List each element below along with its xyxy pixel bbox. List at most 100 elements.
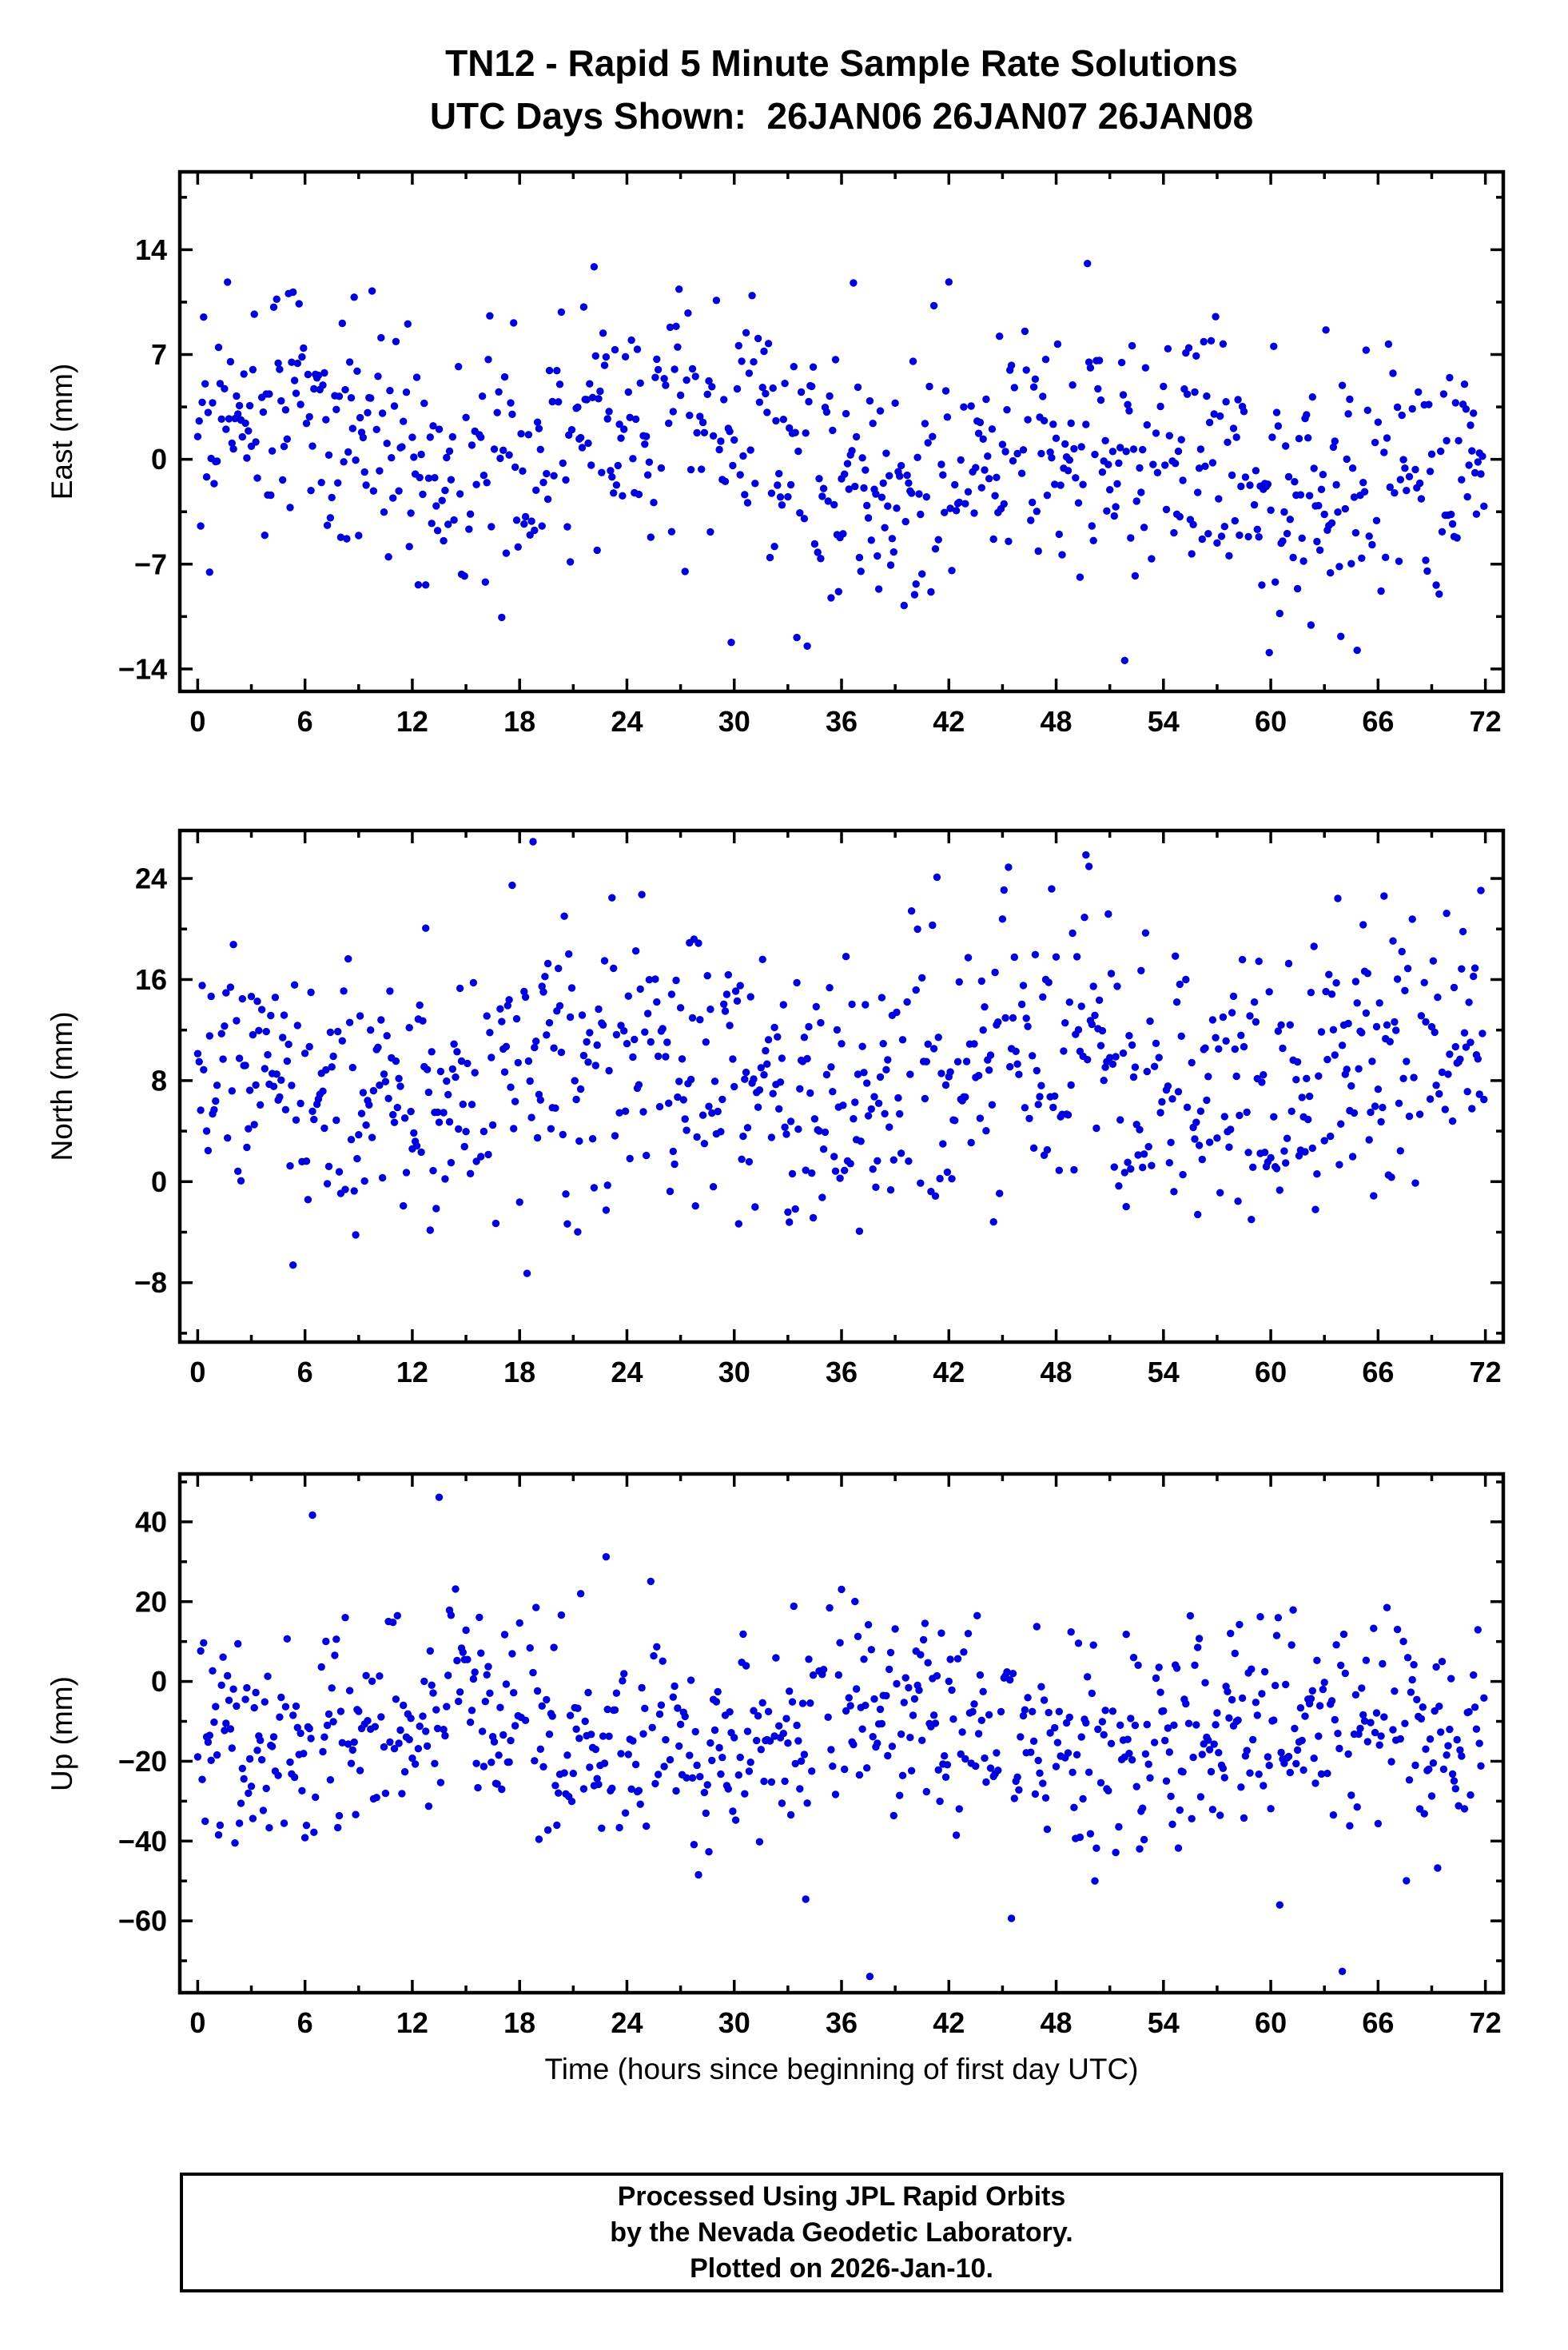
data-point — [991, 968, 999, 977]
data-point — [283, 1057, 291, 1065]
data-point — [1389, 1726, 1397, 1734]
data-point — [663, 1038, 671, 1046]
data-point — [414, 581, 423, 589]
data-point — [869, 420, 877, 428]
data-point — [915, 490, 923, 498]
data-point — [352, 1810, 360, 1818]
data-point — [1108, 1060, 1117, 1069]
data-point — [1472, 510, 1481, 518]
data-point — [1344, 1019, 1352, 1028]
data-point — [395, 1739, 403, 1747]
scatter-points — [193, 1493, 1488, 1981]
x-tick-label: 48 — [1041, 1356, 1073, 1388]
data-point — [860, 1655, 868, 1663]
data-point — [958, 1728, 966, 1736]
data-point — [1076, 1833, 1084, 1842]
x-tick-label: 12 — [396, 2006, 428, 2039]
data-point — [786, 1810, 795, 1819]
data-point — [1212, 1721, 1220, 1729]
data-point — [1195, 464, 1204, 472]
data-point — [1371, 1728, 1379, 1737]
data-point — [857, 568, 865, 576]
data-point — [1184, 344, 1193, 352]
data-point — [560, 1769, 568, 1777]
data-point — [889, 1156, 898, 1164]
data-point — [574, 1704, 582, 1712]
data-point — [1420, 978, 1428, 987]
data-point — [1446, 373, 1454, 382]
data-point — [243, 1143, 251, 1152]
data-point — [389, 494, 397, 502]
data-point — [1398, 947, 1406, 956]
data-point — [235, 1054, 244, 1062]
data-point — [896, 472, 904, 480]
data-point — [1201, 462, 1209, 470]
data-point — [305, 1042, 313, 1051]
data-point — [1408, 915, 1416, 923]
data-point — [390, 1118, 399, 1126]
data-point — [1029, 1737, 1038, 1745]
data-point — [1363, 970, 1372, 978]
data-point — [1275, 609, 1284, 618]
data-point — [784, 492, 792, 501]
data-point — [1270, 1113, 1278, 1121]
data-point — [1405, 472, 1414, 480]
x-tick-label: 72 — [1470, 1356, 1502, 1388]
data-point — [1403, 965, 1412, 973]
data-point — [897, 461, 905, 470]
data-point — [1372, 516, 1381, 524]
data-point — [205, 568, 213, 576]
data-point — [1334, 508, 1342, 516]
data-point — [666, 1187, 675, 1196]
data-point — [703, 972, 711, 980]
data-point — [635, 1786, 643, 1794]
data-point — [831, 356, 840, 364]
data-point — [193, 1050, 202, 1058]
data-point — [862, 1701, 870, 1710]
data-point — [1313, 537, 1321, 546]
data-point — [967, 1138, 975, 1147]
data-point — [1395, 1099, 1403, 1108]
data-point — [874, 1739, 882, 1747]
data-point — [905, 1157, 913, 1165]
data-point — [464, 1655, 472, 1663]
data-point — [829, 1762, 837, 1770]
data-point — [408, 433, 416, 441]
data-point — [1224, 438, 1232, 446]
data-point — [1021, 327, 1029, 336]
data-point — [1041, 1794, 1050, 1802]
data-point — [1017, 1000, 1026, 1009]
data-point — [579, 1051, 588, 1060]
data-point — [1401, 464, 1409, 472]
data-point — [829, 1088, 837, 1096]
data-point — [495, 1751, 503, 1759]
data-point — [1084, 1673, 1092, 1681]
data-point — [718, 1095, 726, 1104]
data-point — [960, 403, 968, 411]
data-point — [702, 1809, 710, 1818]
data-point — [1304, 434, 1312, 442]
data-point — [806, 1699, 814, 1707]
data-point — [599, 329, 607, 337]
data-point — [541, 973, 549, 981]
data-point — [1189, 1753, 1197, 1762]
data-point — [745, 369, 754, 377]
data-point — [359, 1089, 368, 1097]
data-point — [1158, 1097, 1166, 1106]
data-point — [1444, 1070, 1452, 1078]
data-point — [572, 1095, 580, 1104]
data-point — [653, 355, 661, 364]
data-point — [293, 1022, 301, 1030]
data-point — [441, 486, 449, 495]
data-point — [946, 1068, 954, 1076]
data-point — [210, 480, 218, 488]
data-point — [481, 1698, 489, 1706]
x-tick-label: 18 — [503, 1356, 535, 1388]
data-point — [1010, 384, 1019, 392]
data-point — [510, 319, 518, 327]
data-point — [1371, 438, 1379, 447]
data-point — [238, 432, 246, 441]
data-point — [605, 408, 613, 416]
